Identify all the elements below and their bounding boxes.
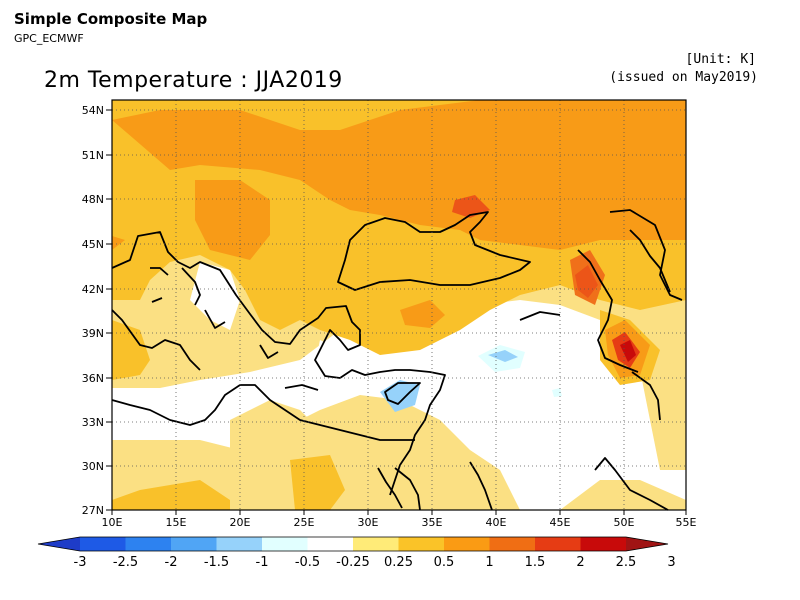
issued-date: (issued on May2019) [609,70,758,85]
map-title: 2m Temperature : JJA2019 [44,68,343,93]
colorbar-swatch [580,537,627,551]
colorbar-label: 2.5 [616,555,637,570]
colorbar-label: -0.25 [336,555,370,570]
colorbar-swatch [398,537,445,551]
unit-label: [Unit: K] [685,52,756,67]
lon-tick-label: 55E [676,516,697,529]
colorbar-swatch [489,537,536,551]
colorbar-label: 1.5 [525,555,546,570]
lat-tick-label: 45N [82,238,104,251]
colorbar-swatch [171,537,217,551]
lat-tick-label: 42N [82,283,104,296]
lat-tick-label: 51N [82,149,104,162]
colorbar-label: 0.25 [384,555,413,570]
colorbar-label: -1 [256,555,269,570]
colorbar-swatch [626,537,668,551]
colorbar-swatch [125,537,172,551]
lon-tick-label: 45E [550,516,571,529]
colorbar-swatch [535,537,581,551]
graticule [112,100,686,510]
colorbar-label: 3 [667,555,675,570]
colorbar-swatch [444,537,490,551]
colorbar-swatch [353,537,399,551]
colorbar-label: -0.5 [295,555,320,570]
colorbar-label: -3 [74,555,87,570]
lon-tick-label: 40E [486,516,507,529]
map-frame [111,99,687,511]
lat-tick-label: 39N [82,327,104,340]
colorbar-label: -2.5 [113,555,138,570]
lat-axis: 54N 51N 48N 45N 42N 39N 36N 33N 30N 27N [82,104,112,517]
colorbar-swatch [80,537,126,551]
colorbar-swatch [262,537,308,551]
colorbar-label: -1.5 [204,555,229,570]
lon-tick-label: 50E [614,516,635,529]
lon-tick-label: 20E [230,516,251,529]
lon-axis: 10E 15E 20E 25E 30E 35E 40E 45E 50E 55E [102,510,697,529]
colorbar-swatch [307,537,354,551]
lat-tick-label: 48N [82,193,104,206]
lon-tick-label: 25E [294,516,315,529]
anomaly-field [112,100,686,510]
lon-tick-label: 35E [422,516,443,529]
lat-tick-label: 33N [82,416,104,429]
lat-tick-label: 27N [82,504,104,517]
colorbar-swatch [216,537,263,551]
coastlines [111,209,683,511]
lon-tick-label: 15E [166,516,187,529]
lat-tick-label: 54N [82,104,104,117]
lon-tick-label: 30E [358,516,379,529]
colorbar: -3 -2.5 -2 -1.5 -1 -0.5 -0.25 0.25 0.5 1 1.5 2 2.5 3 [37,536,676,570]
lat-tick-label: 30N [82,460,104,473]
colorbar-label: 1 [485,555,493,570]
colorbar-label: 2 [576,555,584,570]
colorbar-swatch [38,537,80,551]
lon-tick-label: 10E [102,516,123,529]
app-title: Simple Composite Map [14,10,208,28]
model-name: GPC_ECMWF [14,32,84,45]
colorbar-label: 0.5 [434,555,455,570]
lat-tick-label: 36N [82,372,104,385]
colorbar-label: -2 [165,555,178,570]
